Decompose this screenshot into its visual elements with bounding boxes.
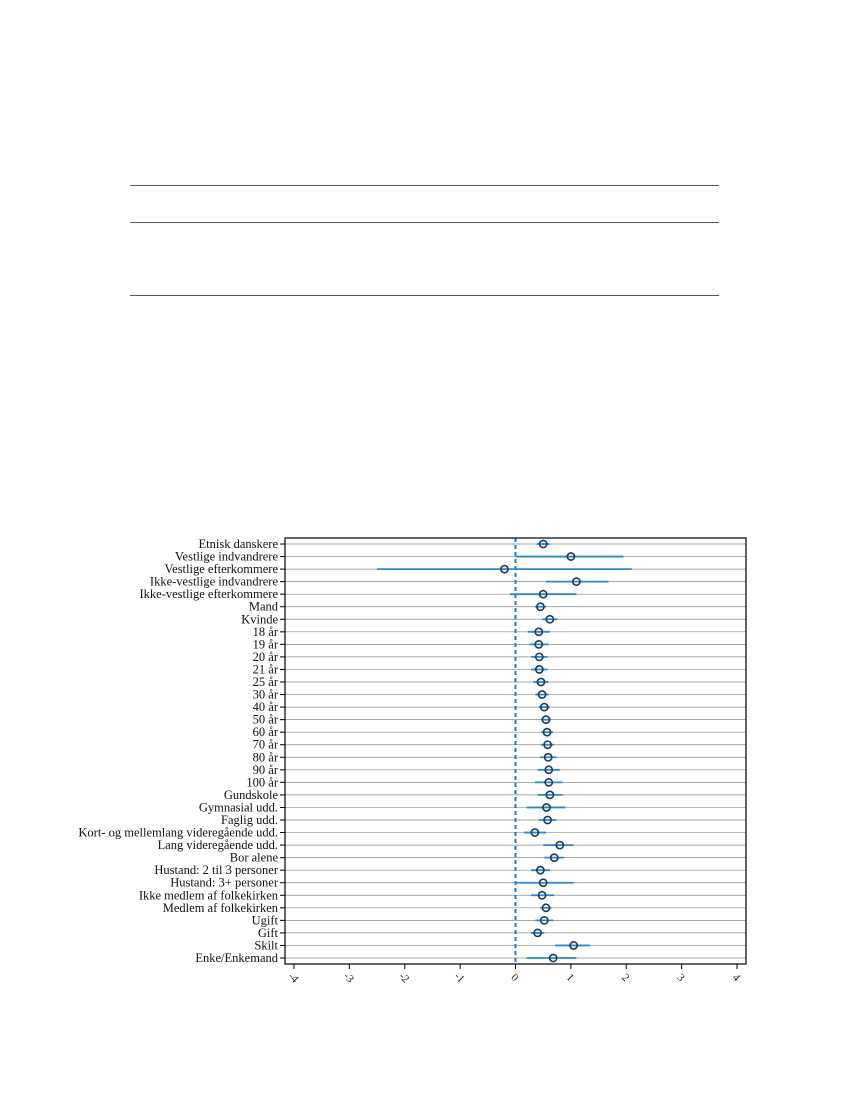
category-label: Ikke medlem af folkekirken [139,888,279,902]
x-tick-label: -3 [341,970,356,985]
estimate-marker [537,690,547,699]
estimate-marker [538,589,548,599]
estimate-marker [530,828,540,837]
category-label: Gymnasial udd. [199,800,278,814]
estimate-marker [544,777,554,787]
estimate-marker [541,903,551,913]
plot-frame [284,537,747,965]
x-tick-label: -1 [452,970,467,985]
estimate-marker [538,539,548,549]
x-tick-label: 1 [564,972,576,984]
category-label: Ugift [252,913,279,927]
category-label: 70 år [253,738,279,752]
estimate-marker [566,552,576,561]
x-tick-label: 4 [730,972,743,985]
estimate-marker [533,928,543,938]
category-label: Kort- og mellemlang videregående udd. [78,826,278,840]
category-label: Medlem af folkekirken [163,901,279,915]
x-axis-ticks: -4 -3 -2 -1 0 1 2 3 4 [286,964,743,986]
category-label: 19 år [253,637,279,651]
estimate-marker [537,890,547,900]
category-label: 18 år [253,625,279,639]
estimate-marker [549,853,559,863]
estimate-marker [534,652,544,662]
category-label: Gift [258,926,279,940]
x-tick-label: -2 [396,970,411,985]
category-label: Hustand: 3+ personer [170,876,279,890]
estimate-marker [538,878,548,888]
x-tick-label: -4 [286,970,301,985]
estimate-marker [569,941,579,950]
estimate-marker [500,564,509,574]
category-label: Faglig udd. [221,813,278,827]
category-label: Enke/Enkemand [195,951,278,965]
estimate-marker [534,665,544,674]
estimate-marker [539,915,549,925]
category-label: 90 år [253,763,279,777]
category-label: 30 år [253,688,279,702]
category-label: Vestlige efterkommere [165,562,279,576]
estimate-marker [534,639,544,649]
category-label: 20 år [253,650,279,664]
category-label: Hustand: 2 til 3 personer [154,863,278,877]
estimate-marker [536,677,546,687]
estimate-marker [542,803,551,812]
category-label: 60 år [253,725,279,739]
table-rule-middle [130,222,719,223]
estimate-marker [555,840,565,850]
category-label: 25 år [253,675,279,689]
category-label: Skilt [254,938,278,952]
confidence-intervals [377,543,632,959]
x-tick-label: 0 [508,972,521,985]
category-label: 100 år [246,775,278,789]
category-label: 80 år [253,750,279,764]
estimate-marker [534,627,544,637]
table-rule-bottom [130,295,719,296]
category-label: 40 år [253,700,279,714]
category-label: Etnisk danskere [199,537,279,551]
estimate-marker [545,614,555,624]
estimate-marker [544,765,554,775]
estimate-marker [548,953,558,963]
table-rule-top [130,185,719,186]
estimate-marker [543,815,553,825]
category-label: Vestlige indvandrere [175,550,279,564]
category-label: Gundskole [224,788,279,802]
estimate-marker [545,790,555,800]
estimate-marker [542,727,552,737]
estimate-marker [541,715,551,725]
category-label: Lang videregående udd. [158,838,278,852]
x-tick-label: 3 [675,972,688,985]
category-label: Bor alene [230,851,279,865]
category-label: 21 år [253,662,279,676]
category-label: 50 år [253,713,279,727]
estimate-marker [536,602,545,612]
estimate-marker [539,702,549,712]
point-estimates [500,539,581,963]
estimate-marker [543,752,553,762]
category-label: Kvinde [241,612,278,626]
x-tick-label: 2 [619,972,631,984]
estimate-marker [543,740,553,750]
estimate-marker [572,577,581,587]
category-label: Mand [249,600,279,614]
category-label: Ikke-vestlige efterkommere [140,587,279,601]
estimate-marker [536,865,545,875]
category-label: Ikke-vestlige indvandrere [150,575,279,589]
